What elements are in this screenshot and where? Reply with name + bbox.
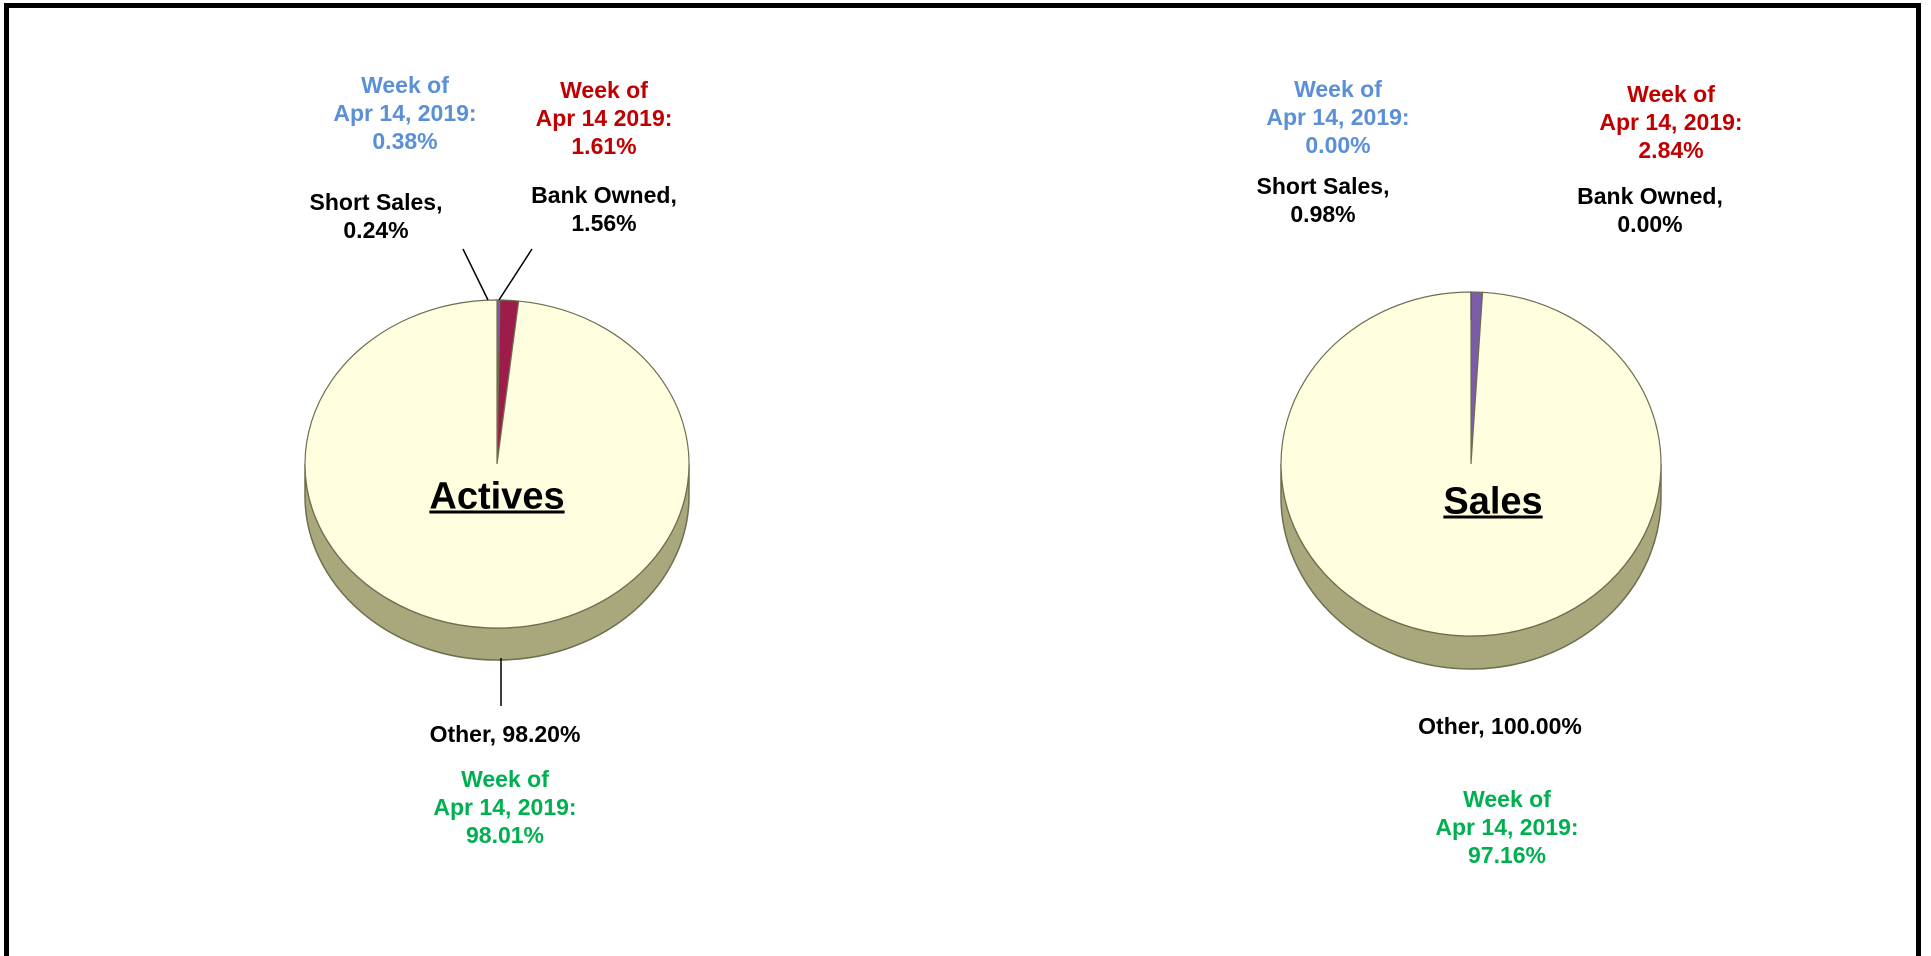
chart-frame bbox=[4, 3, 1921, 956]
pie-0-leader-line-0 bbox=[462, 248, 489, 301]
actives-short-sales-label: Short Sales, 0.24% bbox=[309, 189, 443, 243]
pie-0-slice-other bbox=[304, 299, 690, 629]
sales-other-label: Other, 100.00% bbox=[1418, 713, 1582, 739]
sales-other-prior-week: Week of Apr 14, 2019: 97.16% bbox=[1435, 786, 1579, 868]
actives-other-prior-week: Week of Apr 14, 2019: 98.01% bbox=[433, 766, 577, 848]
actives-other-label: Other, 98.20% bbox=[429, 721, 581, 747]
pie-0-leader-line-1 bbox=[498, 248, 533, 301]
actives-short-sales-prior-week: Week of Apr 14, 2019: 0.38% bbox=[333, 72, 477, 154]
sales-bank-owned-prior-week: Week of Apr 14, 2019: 2.84% bbox=[1599, 81, 1743, 163]
actives-bank-owned-label: Bank Owned, 1.56% bbox=[531, 182, 677, 236]
actives-pie-title: Actives bbox=[429, 475, 565, 518]
sales-bank-owned-label: Bank Owned, 0.00% bbox=[1577, 183, 1723, 237]
sales-short-sales-label: Short Sales, 0.98% bbox=[1256, 173, 1390, 227]
sales-pie-title: Sales bbox=[1443, 480, 1543, 523]
actives-bank-owned-prior-week: Week of Apr 14 2019: 1.61% bbox=[535, 77, 673, 159]
pie-1-slice-other bbox=[1280, 291, 1662, 637]
sales-short-sales-prior-week: Week of Apr 14, 2019: 0.00% bbox=[1266, 76, 1410, 158]
